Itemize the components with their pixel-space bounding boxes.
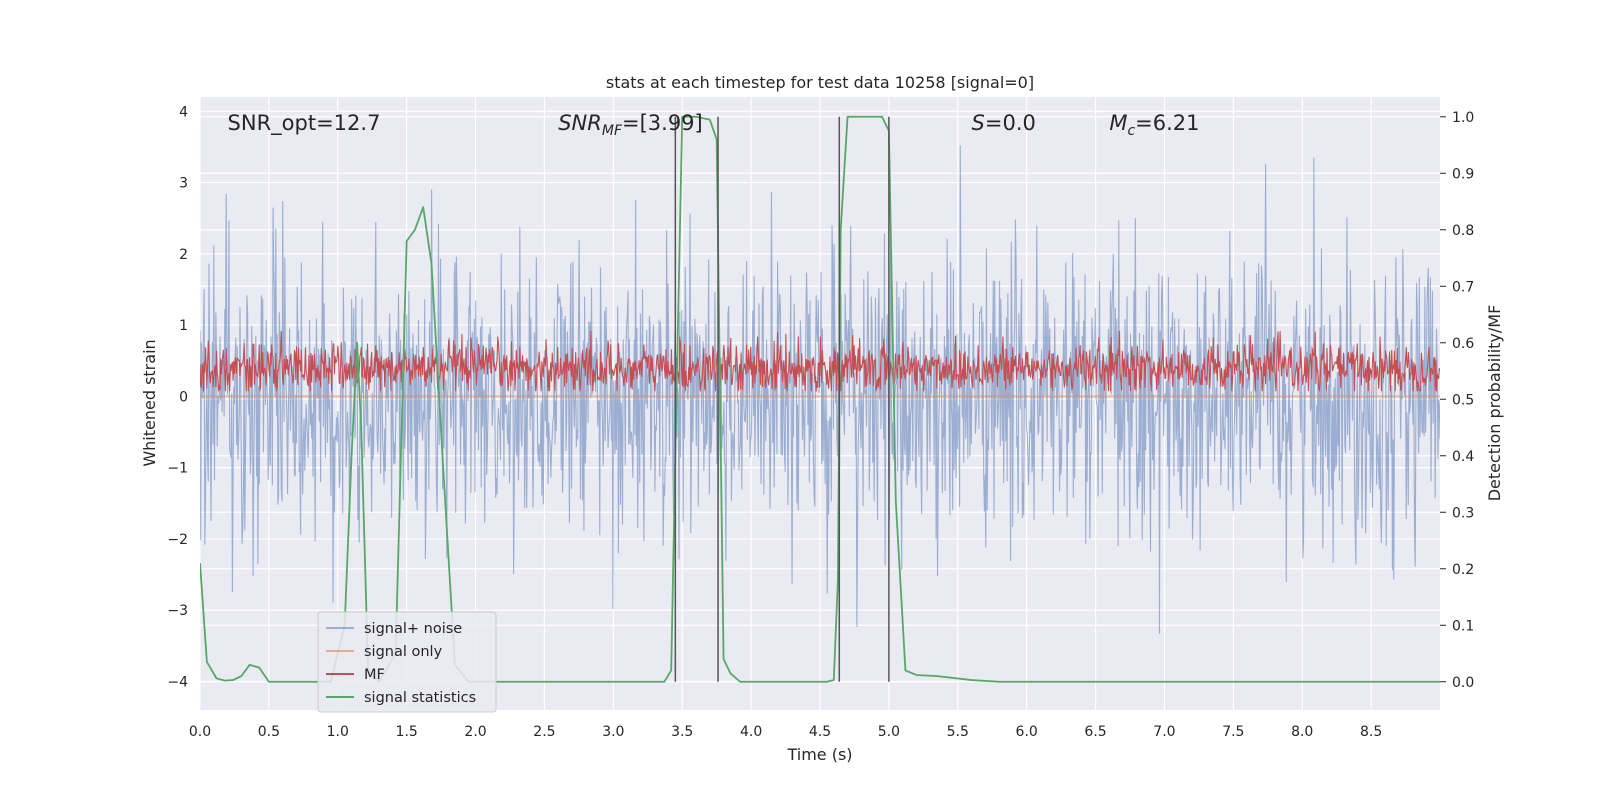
y-tick-label: 0 (179, 389, 188, 405)
x-tick-label: 0.0 (189, 724, 211, 740)
legend-label: signal statistics (364, 690, 476, 706)
y-tick-label: −3 (167, 603, 188, 619)
right-y-tick-label: 0.6 (1452, 336, 1474, 352)
right-y-tick-label: 0.1 (1452, 618, 1474, 634)
right-y-tick-label: 1.0 (1452, 110, 1474, 126)
y-axis-ticks: −4 −3 −2 −1 0 1 2 3 4 (167, 104, 188, 690)
x-tick-label: 5.0 (878, 724, 900, 740)
right-y-tick-label: 0.2 (1452, 562, 1474, 578)
x-tick-label: 8.0 (1291, 724, 1313, 740)
y-tick-label: −1 (167, 461, 188, 477)
y-axis-label: Whitened strain (140, 339, 159, 466)
legend-box (317, 611, 497, 713)
y-tick-label: −4 (167, 674, 188, 690)
series-layer (200, 115, 1440, 683)
x-tick-label: 1.5 (396, 724, 418, 740)
right-y-tick-label: 0.7 (1452, 279, 1474, 295)
right-y-tick-label: 0.3 (1452, 505, 1474, 521)
vertical-markers (674, 116, 890, 682)
legend-label: signal+ noise (364, 621, 462, 637)
x-tick-label: 2.0 (464, 724, 486, 740)
right-y-tick-label: 0.5 (1452, 392, 1474, 408)
right-y-axis-ticks: 0.0 0.1 0.2 0.3 0.4 0.5 0.6 0.7 0.8 0.9 1.0 (1440, 110, 1474, 691)
series-line-mf (200, 330, 1440, 392)
x-tick-label: 2.5 (533, 724, 555, 740)
y-tick-label: 1 (179, 318, 188, 334)
x-tick-label: 7.5 (1222, 724, 1244, 740)
annotation: SNR_opt=12.7 (228, 111, 381, 136)
annotations: SNR_opt=12.7 SNRMF=[3.99] S=0.0 Mc=6.21 (228, 111, 1200, 139)
x-tick-label: 7.0 (1153, 724, 1175, 740)
x-tick-label: 6.0 (1016, 724, 1038, 740)
x-tick-label: 6.5 (1084, 724, 1106, 740)
y-tick-label: −2 (167, 532, 188, 548)
y-tick-label: 4 (179, 104, 188, 120)
chart-title: stats at each timestep for test data 102… (606, 73, 1034, 92)
right-y-tick-label: 0.9 (1452, 166, 1474, 182)
x-tick-label: 3.5 (671, 724, 693, 740)
legend-label: signal only (364, 644, 443, 660)
legend: signal+ noise signal only MF signal statist… (317, 611, 497, 713)
annotation: SNRMF=[3.99] (558, 111, 703, 139)
x-tick-label: 8.5 (1360, 724, 1382, 740)
annotation: S=0.0 (972, 111, 1036, 135)
x-tick-label: 0.5 (258, 724, 280, 740)
x-axis-label: Time (s) (786, 745, 852, 764)
legend-label: MF (364, 667, 385, 683)
right-y-tick-label: 0.0 (1452, 675, 1474, 691)
y-tick-label: 2 (179, 247, 188, 263)
x-tick-label: 4.5 (809, 724, 831, 740)
x-tick-label: 4.0 (740, 724, 762, 740)
right-y-axis-label: Detection probability/MF (1485, 305, 1504, 502)
annotation: Mc=6.21 (1109, 111, 1199, 139)
y-tick-label: 3 (179, 176, 188, 192)
x-tick-label: 3.0 (602, 724, 624, 740)
right-y-tick-label: 0.4 (1452, 449, 1474, 465)
x-tick-label: 1.0 (327, 724, 349, 740)
series-line-signal-statistics (200, 115, 1440, 683)
right-y-tick-label: 0.8 (1452, 223, 1474, 239)
x-axis-ticks: 0.0 0.5 1.0 1.5 2.0 2.5 3.0 3.5 4.0 4.5 5.0 5.5 6.0 6… (189, 724, 1382, 740)
x-tick-label: 5.5 (947, 724, 969, 740)
